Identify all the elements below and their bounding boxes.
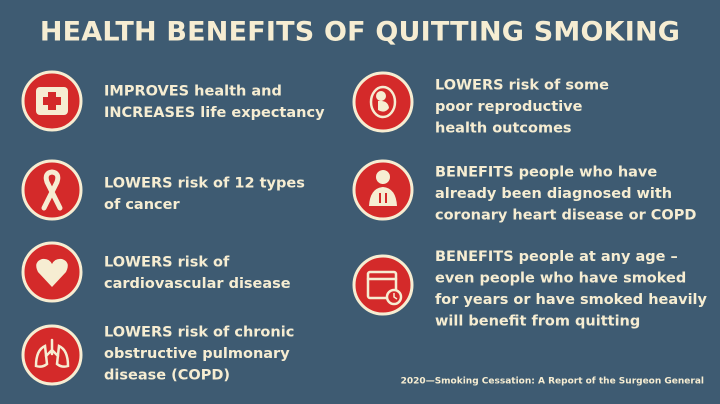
- benefit-text: already been diagnosed with: [435, 186, 672, 202]
- benefit-text: poor reproductive: [435, 99, 583, 115]
- icon-calendar: [352, 254, 414, 316]
- benefit-text: IMPROVES health and: [104, 83, 282, 99]
- benefit-text: obstructive pulmonary: [104, 346, 290, 362]
- icon-reproductive: [352, 71, 414, 133]
- icon-ribbon: [21, 159, 83, 221]
- icon-health: [21, 70, 83, 132]
- icon-lungs: [21, 324, 83, 386]
- benefit-text: LOWERS risk of some: [435, 78, 609, 94]
- benefit-text: for years or have smoked heavily: [435, 292, 708, 308]
- icon-heart: [21, 241, 83, 303]
- benefit-text: coronary heart disease or COPD: [435, 208, 696, 224]
- benefit-text: disease (COPD): [104, 368, 230, 384]
- benefit-text: LOWERS risk of 12 types: [104, 175, 305, 191]
- title: HEALTH BENEFITS OF QUITTING SMOKING: [40, 17, 680, 48]
- benefit-text: health outcomes: [435, 121, 572, 137]
- benefit-text: LOWERS risk of: [104, 254, 230, 270]
- source: 2020—Smoking Cessation: A Report of the …: [401, 377, 704, 387]
- benefit-text: even people who have smoked: [435, 270, 686, 286]
- benefit-text: cardiovascular disease: [104, 276, 291, 292]
- benefit-text: LOWERS risk of chronic: [104, 325, 294, 341]
- benefit-text: will benefit from quitting: [435, 313, 640, 329]
- benefit-text: BENEFITS people who have: [435, 165, 657, 181]
- icon-person: [352, 159, 414, 221]
- benefit-text: INCREASES life expectancy: [104, 105, 325, 121]
- benefit-text: of cancer: [104, 197, 180, 213]
- benefit-text: BENEFITS people at any age –: [435, 249, 678, 265]
